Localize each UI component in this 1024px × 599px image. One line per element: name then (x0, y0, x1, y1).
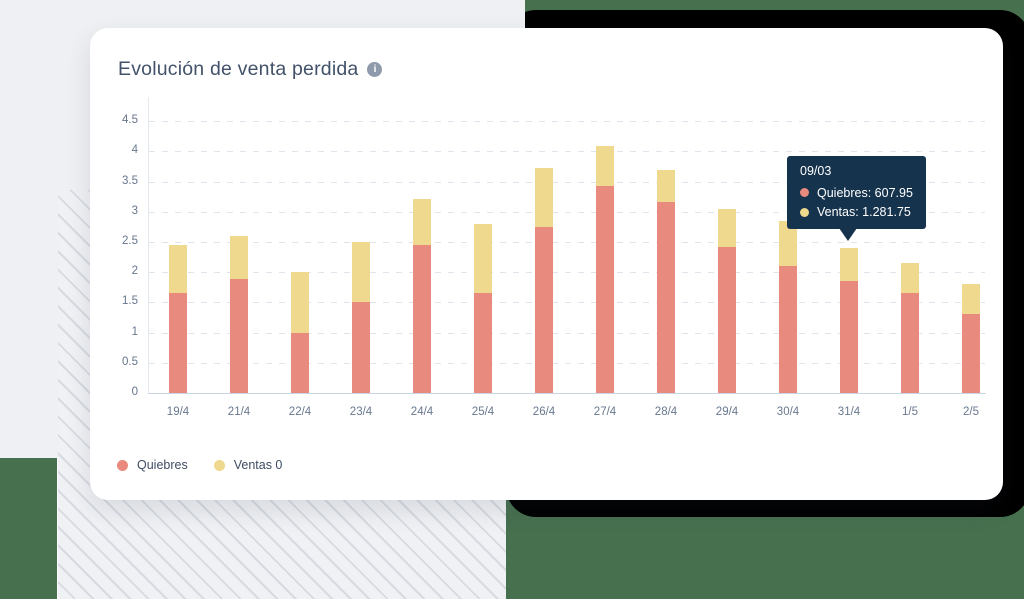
info-icon[interactable]: i (367, 62, 383, 77)
gridline (149, 151, 985, 153)
bar-segment-ventas0[interactable] (413, 198, 431, 245)
gridline (149, 121, 985, 123)
legend-dot-quiebres (117, 459, 128, 471)
gridline (149, 211, 985, 213)
bar-segment-ventas0[interactable] (840, 248, 858, 282)
bar-segment-quiebres[interactable] (718, 246, 736, 393)
gridline (149, 181, 985, 183)
bar-segment-quiebres[interactable] (901, 293, 919, 393)
gridline (149, 242, 985, 243)
bar-segment-quiebres[interactable] (962, 314, 980, 393)
legend-label-ventas0: Ventas 0 (233, 458, 283, 472)
chart-tooltip: 09/03 Quiebres: 607.95 Ventas: 1.281.75 (787, 156, 926, 241)
tooltip-row-quiebres: Quiebres: 607.95 (800, 185, 913, 200)
x-tick-label: 28/4 (654, 406, 678, 418)
x-tick-label: 19/4 (166, 406, 190, 418)
x-tick-label: 26/4 (532, 406, 556, 418)
y-tick-label: 3 (131, 204, 138, 217)
bar-segment-ventas0[interactable] (169, 245, 187, 294)
x-tick-label: 23/4 (349, 406, 373, 418)
bar-segment-ventas0[interactable] (657, 169, 675, 203)
tooltip-value-quiebres: Quiebres: 607.95 (817, 185, 913, 200)
bar-segment-ventas0[interactable] (718, 209, 736, 247)
x-tick-label: 21/4 (227, 406, 251, 418)
tooltip-row-ventas: Ventas: 1.281.75 (800, 206, 913, 219)
tooltip-date: 09/03 (800, 164, 832, 178)
legend-label-quiebres: Quiebres (137, 458, 188, 472)
bar-segment-ventas0[interactable] (596, 145, 614, 187)
y-tick-label: 0.5 (122, 355, 138, 368)
gridline (149, 302, 985, 304)
chart-card: Evolución de venta perdida i 0 0.5 1 1.5 2 2.… (90, 28, 1003, 500)
gridline (149, 272, 985, 274)
legend-item-quiebres[interactable]: Quiebres (117, 458, 188, 472)
tooltip-dot-ventas (800, 207, 809, 217)
bar-segment-quiebres[interactable] (657, 202, 675, 393)
x-tick-label: 30/4 (776, 406, 800, 418)
bar-segment-quiebres[interactable] (413, 245, 431, 393)
chart-title: Evolución de venta perdida (118, 58, 359, 80)
bar-segment-quiebres[interactable] (474, 293, 492, 393)
bar-segment-ventas0[interactable] (474, 223, 492, 294)
bar-segment-ventas0[interactable] (230, 235, 248, 280)
tooltip-value-ventas: Ventas: 1.281.75 (817, 205, 911, 219)
bar-segment-ventas0[interactable] (291, 272, 309, 333)
tooltip-dot-quiebres (800, 188, 809, 198)
bar-segment-quiebres[interactable] (596, 186, 614, 393)
gridline (149, 362, 985, 364)
card-header: Evolución de venta perdida i (118, 58, 383, 81)
y-tick-label: 1.5 (122, 295, 138, 308)
y-tick-label: 3.5 (122, 174, 138, 187)
x-tick-label: 22/4 (288, 406, 312, 418)
x-tick-label: 1/5 (902, 406, 918, 418)
x-tick-label: 29/4 (715, 406, 739, 418)
y-axis-line (148, 97, 149, 393)
tooltip-arrow (839, 227, 857, 241)
x-tick-label: 24/4 (410, 406, 434, 418)
bar-segment-quiebres[interactable] (535, 226, 553, 393)
background-green-square (0, 458, 57, 599)
y-tick-label: 4 (131, 144, 138, 157)
bar-segment-quiebres[interactable] (169, 293, 187, 393)
gridline (149, 332, 985, 334)
x-tick-label: 25/4 (471, 406, 495, 418)
legend-dot-ventas0 (213, 459, 225, 471)
y-tick-label: 2 (131, 265, 138, 278)
x-tick-label: 31/4 (837, 406, 861, 418)
y-tick-label: 0 (131, 386, 138, 398)
bar-segment-quiebres[interactable] (291, 332, 309, 393)
bar-segment-ventas0[interactable] (962, 284, 980, 315)
y-tick-label: 4.5 (122, 114, 138, 127)
bar-segment-quiebres[interactable] (779, 266, 797, 393)
y-tick-label: 2.5 (122, 235, 138, 247)
legend-item-ventas0[interactable]: Ventas 0 (213, 458, 283, 472)
x-tick-label: 2/5 (963, 406, 979, 418)
bar-segment-quiebres[interactable] (230, 279, 248, 393)
bar-segment-quiebres[interactable] (352, 302, 370, 393)
bar-segment-ventas0[interactable] (901, 263, 919, 294)
bar-segment-quiebres[interactable] (840, 281, 858, 393)
chart-legend: Quiebres Ventas 0 (117, 458, 282, 472)
bar-segment-ventas0[interactable] (352, 242, 370, 303)
y-tick-label: 1 (131, 325, 138, 338)
x-tick-label: 27/4 (593, 406, 617, 418)
bar-segment-ventas0[interactable] (535, 168, 553, 227)
bar-segment-ventas0[interactable] (779, 220, 797, 267)
x-axis-line (148, 393, 986, 394)
bar-chart-plot-area: 0 0.5 1 1.5 2 2.5 3 3.5 4 4.5 19/4 21/4 22/4 23/4 24/4… (90, 28, 1003, 500)
